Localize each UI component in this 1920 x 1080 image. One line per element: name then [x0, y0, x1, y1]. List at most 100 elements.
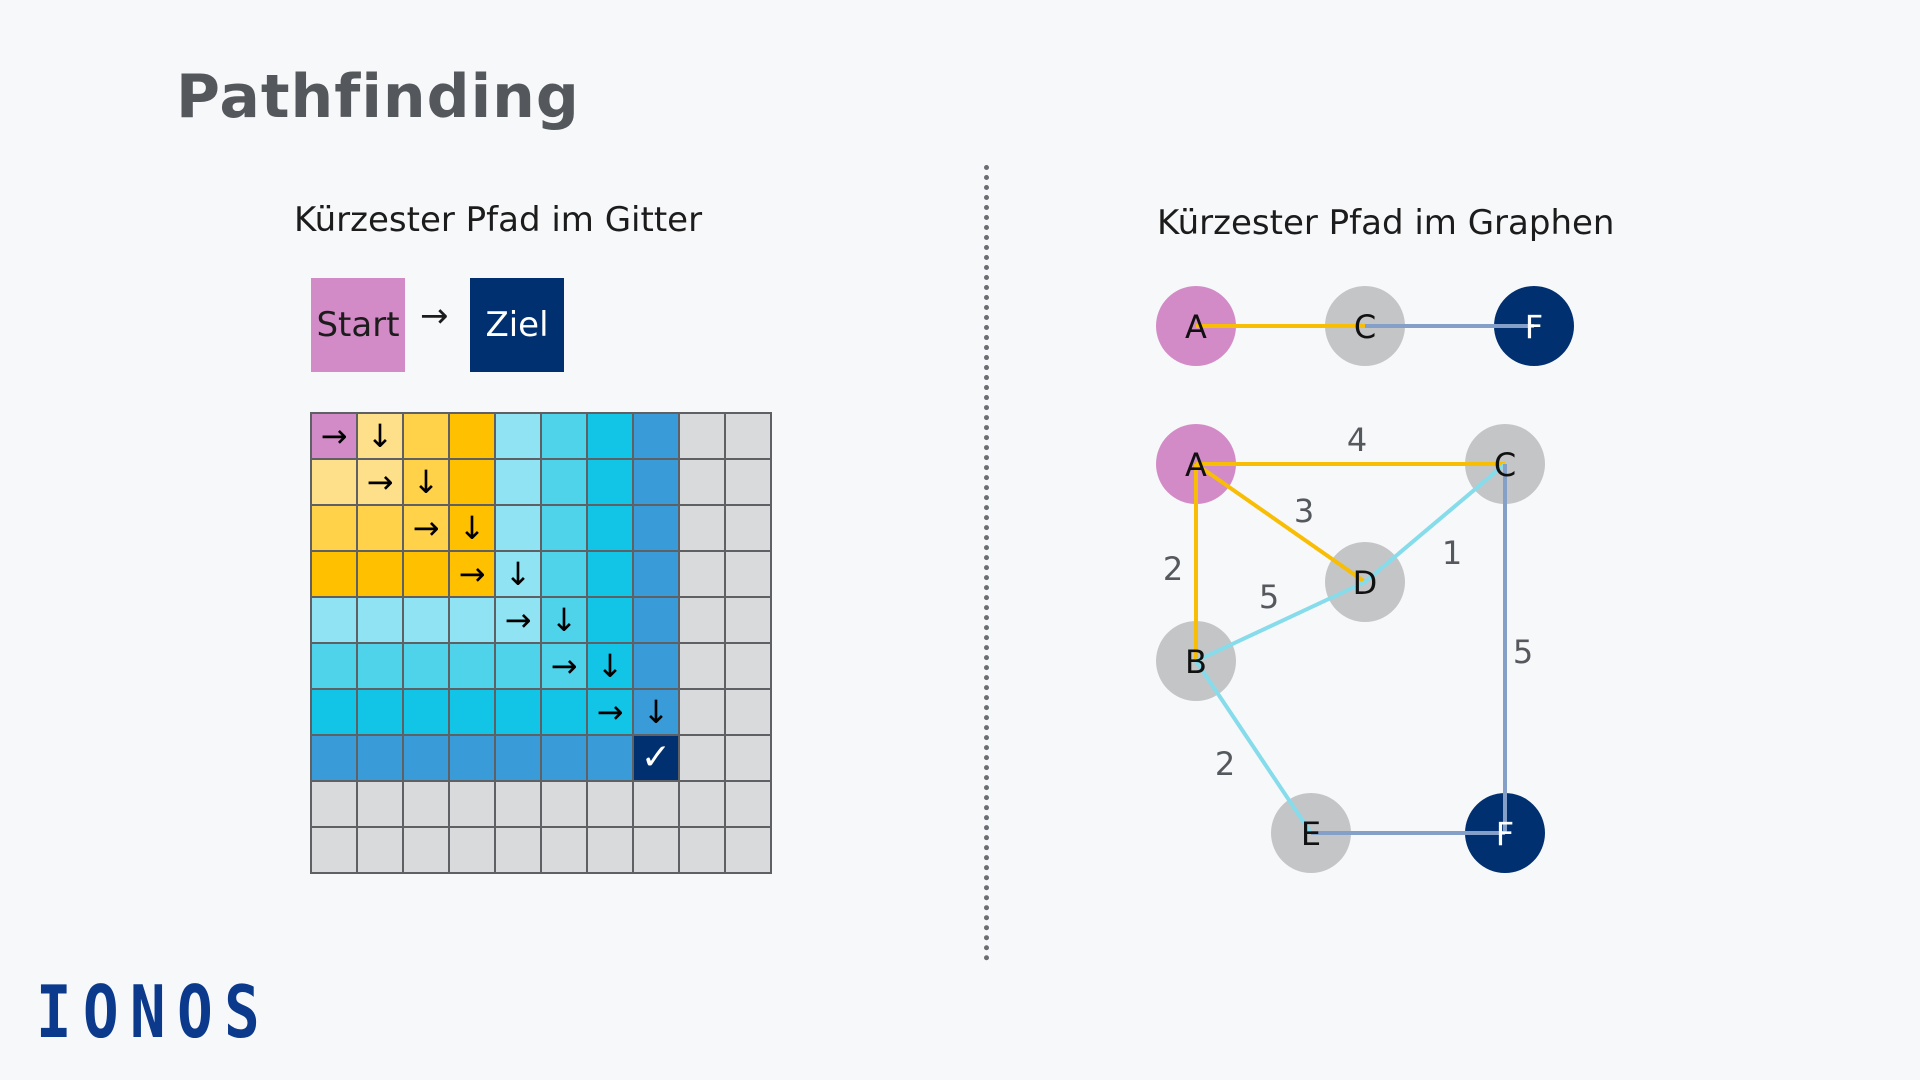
arrow-right-icon: → — [550, 647, 578, 685]
grid-cell — [725, 827, 771, 873]
arrow-down-icon: ↓ — [550, 601, 578, 639]
grid-cell — [357, 689, 403, 735]
grid-cell — [449, 643, 495, 689]
grid-cell — [449, 413, 495, 459]
arrow-right-icon: → — [412, 509, 440, 547]
arrow-right-icon: → — [596, 693, 624, 731]
grid-cell — [357, 781, 403, 827]
graph-node-label: B — [1185, 643, 1207, 681]
edge-weight: 2 — [1163, 550, 1183, 588]
grid-cell — [311, 597, 357, 643]
grid-cell — [633, 505, 679, 551]
graph-node-label: C — [1494, 446, 1516, 484]
grid-cell — [311, 505, 357, 551]
grid-cell — [679, 505, 725, 551]
grid-cell: ✓ — [633, 735, 679, 781]
grid-cell — [403, 781, 449, 827]
grid-cell — [403, 689, 449, 735]
grid-cell — [725, 689, 771, 735]
grid-cell — [541, 551, 587, 597]
grid-cell: → — [587, 689, 633, 735]
grid-cell — [541, 781, 587, 827]
grid-cell — [357, 643, 403, 689]
graph-node-label: E — [1301, 815, 1321, 853]
grid-cell — [725, 735, 771, 781]
grid-cell — [587, 827, 633, 873]
arrow-down-icon: ↓ — [642, 693, 670, 731]
grid-cell — [495, 413, 541, 459]
grid-cell — [679, 459, 725, 505]
grid-cell — [679, 597, 725, 643]
grid-cell — [725, 551, 771, 597]
grid-cell — [311, 551, 357, 597]
grid-cell — [357, 735, 403, 781]
grid-cell — [495, 781, 541, 827]
legend-start: Start — [311, 278, 405, 372]
grid-cell — [587, 551, 633, 597]
chain-node-label: F — [1525, 308, 1543, 346]
grid-cell — [679, 551, 725, 597]
arrow-right-icon: → — [504, 601, 532, 639]
grid-cell — [449, 597, 495, 643]
grid-cell — [541, 413, 587, 459]
grid-cell — [541, 827, 587, 873]
grid-cell — [449, 827, 495, 873]
grid-cell: → — [495, 597, 541, 643]
graph-edge-BD — [1195, 580, 1366, 663]
grid-cell — [357, 597, 403, 643]
grid-cell — [495, 827, 541, 873]
legend-goal: Ziel — [470, 278, 564, 372]
arrow-right-icon: → — [458, 555, 486, 593]
grid-cell — [633, 597, 679, 643]
grid-cell — [587, 413, 633, 459]
grid-cell — [357, 505, 403, 551]
grid-cell: ↓ — [633, 689, 679, 735]
grid-cell: → — [357, 459, 403, 505]
grid-cell — [403, 597, 449, 643]
grid-cell: ↓ — [541, 597, 587, 643]
grid-cell — [633, 459, 679, 505]
grid-cell: ↓ — [403, 459, 449, 505]
grid-cell — [679, 413, 725, 459]
edge-weight: 5 — [1259, 578, 1279, 616]
grid-cell — [633, 551, 679, 597]
grid-cell — [633, 643, 679, 689]
grid-cell — [449, 689, 495, 735]
grid-cell — [449, 459, 495, 505]
grid-cell — [725, 597, 771, 643]
arrow-down-icon: ↓ — [412, 463, 440, 501]
grid-cell — [311, 643, 357, 689]
grid-cell: → — [541, 643, 587, 689]
grid-cell — [541, 505, 587, 551]
grid-cell — [725, 413, 771, 459]
edge-weight: 3 — [1294, 492, 1314, 530]
arrow-right-icon: → — [366, 463, 394, 501]
grid-cell — [311, 459, 357, 505]
edge-weight: 4 — [1347, 421, 1367, 459]
grid-cell — [679, 735, 725, 781]
grid-cell: ↓ — [357, 413, 403, 459]
grid-cell — [679, 643, 725, 689]
dotted-divider — [984, 165, 989, 961]
edge-weight: 2 — [1215, 745, 1235, 783]
grid-cell — [725, 781, 771, 827]
grid-cell — [587, 505, 633, 551]
grid-cell — [403, 551, 449, 597]
graph-edge-AD — [1194, 462, 1367, 584]
grid-cell — [311, 827, 357, 873]
grid-cell — [311, 781, 357, 827]
arrow-down-icon: ↓ — [596, 647, 624, 685]
grid-cell — [403, 413, 449, 459]
graph-subtitle: Kürzester Pfad im Graphen — [1157, 203, 1615, 243]
arrow-right-icon: → — [320, 417, 348, 455]
grid-cell — [633, 827, 679, 873]
grid-cell: → — [403, 505, 449, 551]
edge-weight: 1 — [1442, 534, 1462, 572]
grid-cell: ↓ — [495, 551, 541, 597]
grid-cell — [587, 459, 633, 505]
page-title: Pathfinding — [176, 62, 580, 132]
grid-cell — [449, 781, 495, 827]
grid-cell — [403, 735, 449, 781]
ionos-logo: IONOS — [36, 970, 272, 1054]
